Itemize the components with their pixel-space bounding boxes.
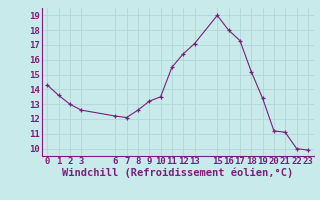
X-axis label: Windchill (Refroidissement éolien,°C): Windchill (Refroidissement éolien,°C) [62,168,293,178]
